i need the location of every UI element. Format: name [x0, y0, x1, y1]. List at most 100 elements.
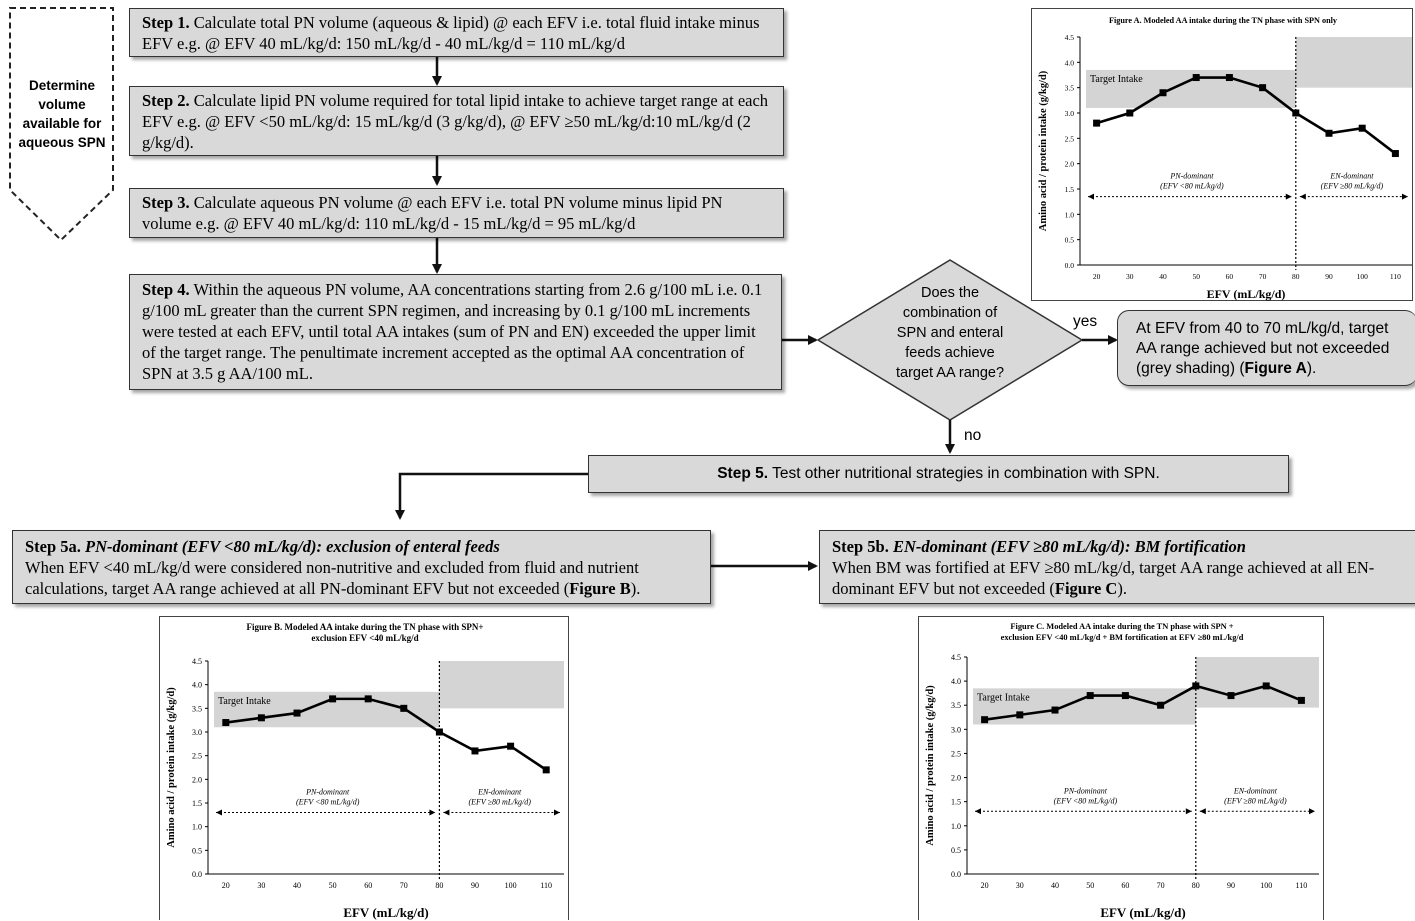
- figure-b-ytick-label-5: 2.5: [192, 752, 202, 761]
- yes-label: yes: [1073, 313, 1098, 330]
- figure-c-xtick-label-6: 80: [1192, 881, 1200, 890]
- figure-a-point-80: [1292, 109, 1300, 117]
- step5-box: Step 5. Test other nutritional strategie…: [588, 455, 1289, 493]
- figure-b-ytick-label-2: 1.0: [192, 823, 202, 832]
- figure-b-en-sublabel: (EFV ≥80 mL/kg/d): [468, 797, 531, 806]
- figure-c-xtick-label-4: 60: [1121, 881, 1129, 890]
- figure-c-point-90: [1227, 692, 1235, 700]
- step5a-title: Step 5a.: [25, 537, 81, 556]
- figure-c-point-30: [1016, 711, 1024, 719]
- figure-a-x-axis-label: EFV (mL/kg/d): [1207, 287, 1286, 301]
- figure-c-ytick-label-5: 2.5: [951, 749, 961, 758]
- figure-c-ytick-label-1: 0.5: [951, 846, 961, 855]
- step5a-box: Step 5a. PN-dominant (EFV <80 mL/kg/d): …: [12, 530, 711, 604]
- figure-a-ytick-label-3: 1.5: [1065, 185, 1075, 194]
- figure-a-en-arrowhead-right: [1402, 193, 1408, 200]
- arrow-step5-step5a: [395, 472, 588, 520]
- figure-c-point-50: [1086, 692, 1094, 700]
- figure-a-point-50: [1192, 74, 1200, 82]
- figure-a-xtick-label-6: 80: [1292, 272, 1300, 281]
- figure-b-pn-label: PN-dominant: [305, 787, 350, 796]
- figure-a-point-100: [1358, 124, 1366, 132]
- figure-c-point-20: [981, 716, 989, 724]
- figure-c-xtick-label-9: 110: [1296, 881, 1308, 890]
- figure-b-target-band-en: [439, 661, 564, 709]
- figure-a-target-label: Target Intake: [1090, 74, 1143, 85]
- figure-a-y-axis-label: Amino acid / protein intake (g/kg/d): [1038, 70, 1049, 231]
- figure-a-point-110: [1391, 150, 1399, 158]
- figure-c-ytick-label-8: 4.0: [951, 677, 961, 686]
- step5b-figure-ref: Figure C: [1054, 579, 1118, 598]
- figure-a-point-20: [1093, 119, 1101, 127]
- figure-a: Figure A. Modeled AA intake during the T…: [1031, 8, 1413, 301]
- figure-a-point-70: [1259, 84, 1267, 92]
- step5a-text: When EFV <40 mL/kg/d were considered non…: [25, 558, 639, 598]
- outcome-figure-ref: Figure A: [1244, 360, 1307, 377]
- figure-c-ytick-label-3: 1.5: [951, 798, 961, 807]
- figure-a-ytick-label-1: 0.5: [1065, 236, 1075, 245]
- step5b-title: Step 5b.: [832, 537, 889, 556]
- figure-b-xtick-label-1: 30: [257, 881, 265, 890]
- figure-a-ytick-label-5: 2.5: [1065, 134, 1075, 143]
- figure-b-en-arrowhead-right: [554, 809, 560, 816]
- step3-title: Step 3.: [142, 193, 190, 212]
- step5b-text: When BM was fortified at EFV ≥80 mL/kg/d…: [832, 558, 1375, 598]
- step2-title: Step 2.: [142, 91, 190, 110]
- determine-volume-pentagon: [9, 7, 114, 242]
- figure-b-xtick-label-2: 40: [293, 881, 301, 890]
- no-label: no: [964, 427, 982, 444]
- decision-question: Does the combination of SPN and enteral …: [895, 285, 1005, 381]
- step3-text: Calculate aqueous PN volume @ each EFV i…: [142, 193, 723, 233]
- figure-b-en-label: EN-dominant: [477, 787, 522, 796]
- figure-b-x-axis-label: EFV (mL/kg/d): [343, 905, 428, 920]
- figure-c-pn-sublabel: (EFV <80 mL/kg/d): [1054, 796, 1118, 805]
- outcome-box: At EFV from 40 to 70 mL/kg/d, target AA …: [1117, 310, 1415, 386]
- figure-b-point-20: [222, 719, 230, 727]
- figure-b-y-axis-label: Amino acid / protein intake (g/kg/d): [166, 687, 177, 848]
- figure-b-ytick-label-4: 2.0: [192, 775, 202, 784]
- figure-a-point-40: [1159, 89, 1167, 97]
- figure-c-title-line-1: Figure C. Modeled AA intake during the T…: [1010, 622, 1233, 631]
- figure-c-point-110: [1297, 696, 1305, 704]
- figure-c-xtick-label-1: 30: [1016, 881, 1024, 890]
- step1-text: Calculate total PN volume (aqueous & lip…: [142, 13, 760, 53]
- figure-a-xtick-label-8: 100: [1357, 272, 1369, 281]
- figure-c-chart: Figure C. Modeled AA intake during the T…: [925, 622, 1319, 920]
- figure-a-series-line: [1096, 76, 1397, 155]
- figure-c-target-label: Target Intake: [977, 692, 1030, 703]
- figure-a-ytick-label-0: 0.0: [1065, 261, 1075, 270]
- figure-c-ytick-label-9: 4.5: [951, 653, 961, 662]
- determine-volume-label: Determine volume available for aqueous S…: [18, 78, 106, 150]
- figure-a-point-30: [1126, 109, 1134, 117]
- figure-a-chart: Figure A. Modeled AA intake during the T…: [1038, 16, 1412, 301]
- figure-a-ytick-label-2: 1.0: [1065, 210, 1075, 219]
- step5a-figure-ref: Figure B: [569, 579, 631, 598]
- figure-a-xtick-label-1: 30: [1126, 272, 1134, 281]
- figure-b-xtick-label-0: 20: [222, 881, 230, 890]
- figure-a-pn-arrowhead-left: [1088, 193, 1094, 200]
- figure-b-xtick-label-4: 60: [364, 881, 372, 890]
- figure-c-y-axis-label: Amino acid / protein intake (g/kg/d): [925, 685, 936, 846]
- figure-b-pn-arrowhead-right: [429, 809, 436, 816]
- figure-c-ytick-label-7: 3.5: [951, 701, 961, 710]
- step1-title: Step 1.: [142, 13, 190, 32]
- figure-b-point-70: [400, 704, 408, 712]
- figure-a-point-60: [1225, 74, 1233, 82]
- figure-c-series-line: [984, 684, 1302, 721]
- figure-b-ytick-label-3: 1.5: [192, 799, 202, 808]
- figure-a-xtick-label-0: 20: [1093, 272, 1101, 281]
- step3-box: Step 3. Calculate aqueous PN volume @ ea…: [129, 188, 784, 238]
- step4-box: Step 4. Within the aqueous PN volume, AA…: [129, 274, 782, 390]
- figure-c-point-60: [1121, 692, 1129, 700]
- step4-text: Within the aqueous PN volume, AA concent…: [142, 280, 763, 383]
- figure-a-ytick-label-4: 2.0: [1065, 160, 1075, 169]
- step5a-title-italic: PN-dominant (EFV <80 mL/kg/d): exclusion…: [85, 537, 500, 556]
- step5b-title-italic: EN-dominant (EFV ≥80 mL/kg/d): BM fortif…: [892, 537, 1246, 556]
- figure-b-chart: Figure B. Modeled AA intake during the T…: [166, 622, 564, 920]
- figure-b-ytick-label-7: 3.5: [192, 704, 202, 713]
- figure-a-point-90: [1325, 129, 1333, 137]
- figure-b-xtick-label-9: 110: [540, 881, 552, 890]
- outcome-text: At EFV from 40 to 70 mL/kg/d, target AA …: [1136, 320, 1390, 377]
- figure-b-point-110: [542, 766, 550, 774]
